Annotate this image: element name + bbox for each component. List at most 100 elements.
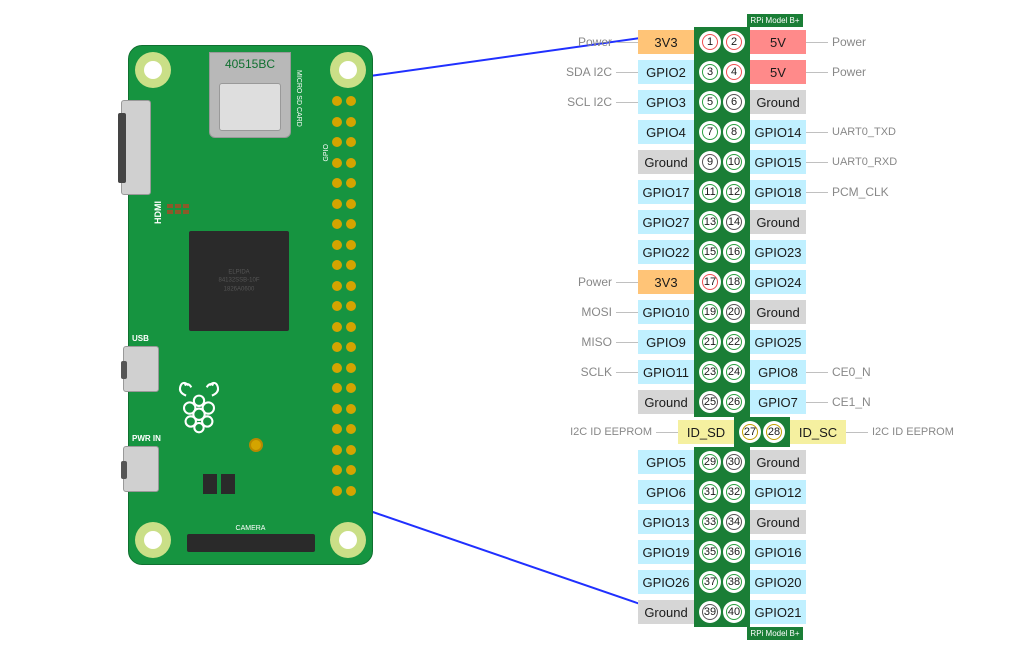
pin-name-right: GPIO14 [750, 120, 806, 144]
pin-number: 34 [723, 511, 745, 533]
pin-number: 9 [699, 151, 721, 173]
pin-name-right: GPIO20 [750, 570, 806, 594]
pin-name-right: GPIO7 [750, 390, 806, 414]
gpio-dot-icon [346, 465, 356, 475]
stub-line [806, 132, 828, 133]
pin-header-center: 12 [694, 27, 750, 57]
gpio-dot-icon [332, 363, 342, 373]
pin-row: SDA I2CGPIO2345VPower [560, 57, 990, 87]
stub-line [616, 72, 638, 73]
stub-line [806, 372, 828, 373]
pin-name-right: GPIO21 [750, 600, 806, 624]
pin-name-left: GPIO5 [638, 450, 694, 474]
pin-name-left: GPIO10 [638, 300, 694, 324]
pin-name-left: GPIO17 [638, 180, 694, 204]
stub-line [616, 102, 638, 103]
pinout-title: RPi Model B+ [747, 14, 803, 27]
mount-hole-icon [330, 522, 366, 558]
pin-row: Power3V3125VPower [560, 27, 990, 57]
gpio-dot-icon [332, 260, 342, 270]
pin-row: GPIO478GPIO14UART0_TXD [560, 117, 990, 147]
pin-name-right: 5V [750, 30, 806, 54]
camera-connector [187, 534, 315, 552]
pin-number: 15 [699, 241, 721, 263]
pin-header-center: 1112 [694, 177, 750, 207]
stub-line [616, 282, 638, 283]
pin-header-center: 2526 [694, 387, 750, 417]
pin-name-right: GPIO23 [750, 240, 806, 264]
pin-name-right: Ground [750, 300, 806, 324]
pin-function-left: SDA I2C [560, 65, 616, 79]
pin-name-right: Ground [750, 90, 806, 114]
pin-header-center: 3940 [694, 597, 750, 627]
gpio-dot-icon [346, 424, 356, 434]
pwr-label: PWR IN [132, 434, 161, 443]
gpio-dot-icon [346, 404, 356, 414]
pin-row: GPIO52930Ground [560, 447, 990, 477]
pin-name-left: GPIO6 [638, 480, 694, 504]
pin-name-left: GPIO9 [638, 330, 694, 354]
pin-header-center: 2930 [694, 447, 750, 477]
pin-row: GPIO133334Ground [560, 507, 990, 537]
pin-number: 14 [723, 211, 745, 233]
pin-number: 24 [723, 361, 745, 383]
pin-row: SCLKGPIO112324GPIO8CE0_N [560, 357, 990, 387]
pin-header-center: 910 [694, 147, 750, 177]
pin-header-center: 78 [694, 117, 750, 147]
pin-number: 39 [699, 601, 721, 623]
pin-row: SCL I2CGPIO356Ground [560, 87, 990, 117]
pin-name-right: GPIO12 [750, 480, 806, 504]
pin-number: 27 [739, 421, 761, 443]
gpio-dot-icon [346, 96, 356, 106]
gpio-dot-icon [346, 240, 356, 250]
hdmi-label: HDMI [153, 201, 163, 224]
pin-number: 40 [723, 601, 745, 623]
pin-function-right: PCM_CLK [828, 185, 884, 199]
stub-line [806, 42, 828, 43]
pin-name-left: 3V3 [638, 30, 694, 54]
pin-name-left: Ground [638, 390, 694, 414]
pin-number: 19 [699, 301, 721, 323]
pin-function-left: I2C ID EEPROM [560, 426, 656, 438]
stub-line [846, 432, 868, 433]
stub-line [806, 162, 828, 163]
pin-number: 7 [699, 121, 721, 143]
stub-line [806, 192, 828, 193]
pin-function-left: MOSI [560, 305, 616, 319]
pin-name-left: 3V3 [638, 270, 694, 294]
gpio-dot-icon [346, 322, 356, 332]
pin-header-center: 1516 [694, 237, 750, 267]
pin-function-right: I2C ID EEPROM [868, 426, 964, 438]
pin-name-left: GPIO2 [638, 60, 694, 84]
pin-number: 5 [699, 91, 721, 113]
gpio-dot-icon [346, 342, 356, 352]
pin-number: 32 [723, 481, 745, 503]
pin-number: 29 [699, 451, 721, 473]
pin-name-right: Ground [750, 510, 806, 534]
gpio-pinout-table: RPi Model B+ Power3V3125VPower SDA I2C GPI… [560, 14, 990, 640]
pin-number: 8 [723, 121, 745, 143]
gpio-dot-icon [346, 178, 356, 188]
pin-number: 16 [723, 241, 745, 263]
pinout-footer: RPi Model B+ [747, 627, 803, 640]
usb-label: USB [132, 334, 149, 343]
gpio-dot-icon [332, 158, 342, 168]
pin-number: 18 [723, 271, 745, 293]
gpio-dot-icon [346, 445, 356, 455]
gpio-dot-icon [346, 199, 356, 209]
mount-hole-icon [135, 52, 171, 88]
pin-header-center: 3536 [694, 537, 750, 567]
pin-number: 2 [723, 31, 745, 53]
stub-line [616, 312, 638, 313]
pin-number: 33 [699, 511, 721, 533]
pin-row: GPIO193536GPIO16 [560, 537, 990, 567]
pin-number: 26 [723, 391, 745, 413]
pin-name-right: GPIO8 [750, 360, 806, 384]
pin-header-center: 3334 [694, 507, 750, 537]
gpio-dot-icon [332, 281, 342, 291]
sd-inner-icon [219, 83, 281, 131]
gpio-dot-icon [346, 301, 356, 311]
pin-number: 22 [723, 331, 745, 353]
pin-name-left: GPIO4 [638, 120, 694, 144]
gpio-header-strip [332, 96, 360, 516]
